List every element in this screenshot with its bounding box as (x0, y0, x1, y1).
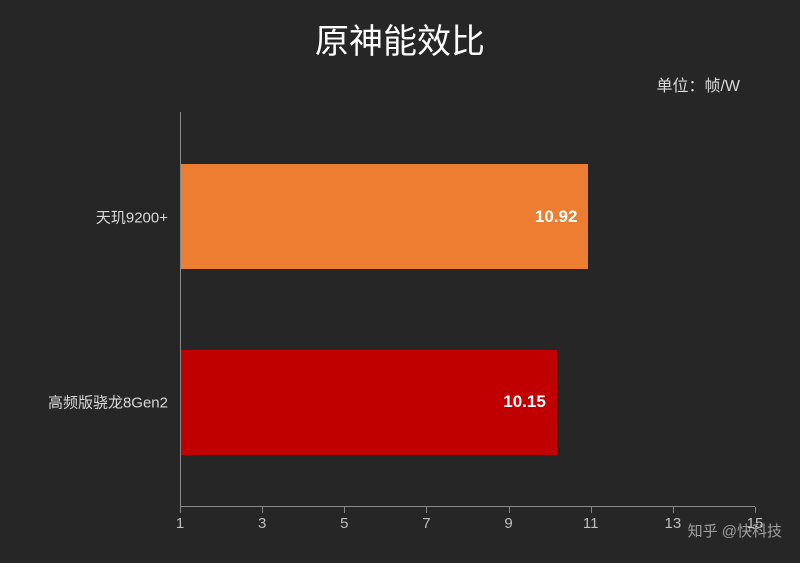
x-tick-label: 3 (258, 515, 266, 532)
x-tick (673, 507, 674, 513)
x-tick (755, 507, 756, 513)
category-label: 高频版骁龙8Gen2 (48, 392, 168, 413)
x-tick (509, 507, 510, 513)
bar-value-label: 10.92 (517, 207, 577, 227)
x-tick-label: 1 (176, 515, 184, 532)
x-tick (344, 507, 345, 513)
plot-area: 1357911131510.9210.15 (180, 112, 755, 507)
unit-label: 单位：帧/W (656, 72, 740, 96)
x-tick (262, 507, 263, 513)
x-tick-label: 5 (340, 515, 348, 532)
x-tick-label: 13 (665, 515, 682, 532)
watermark: 知乎 @快科技 (688, 520, 782, 541)
x-axis (180, 506, 755, 507)
chart-root: 原神能效比 单位：帧/W 1357911131510.9210.15 知乎 @快… (0, 0, 800, 563)
bar-value-label: 10.15 (486, 392, 546, 412)
x-tick-label: 9 (504, 515, 512, 532)
x-tick (591, 507, 592, 513)
category-label: 天玑9200+ (96, 206, 168, 227)
x-tick (180, 507, 181, 513)
x-tick (426, 507, 427, 513)
x-tick-label: 11 (583, 515, 599, 532)
chart-title: 原神能效比 (0, 14, 800, 63)
x-tick-label: 7 (422, 515, 430, 532)
